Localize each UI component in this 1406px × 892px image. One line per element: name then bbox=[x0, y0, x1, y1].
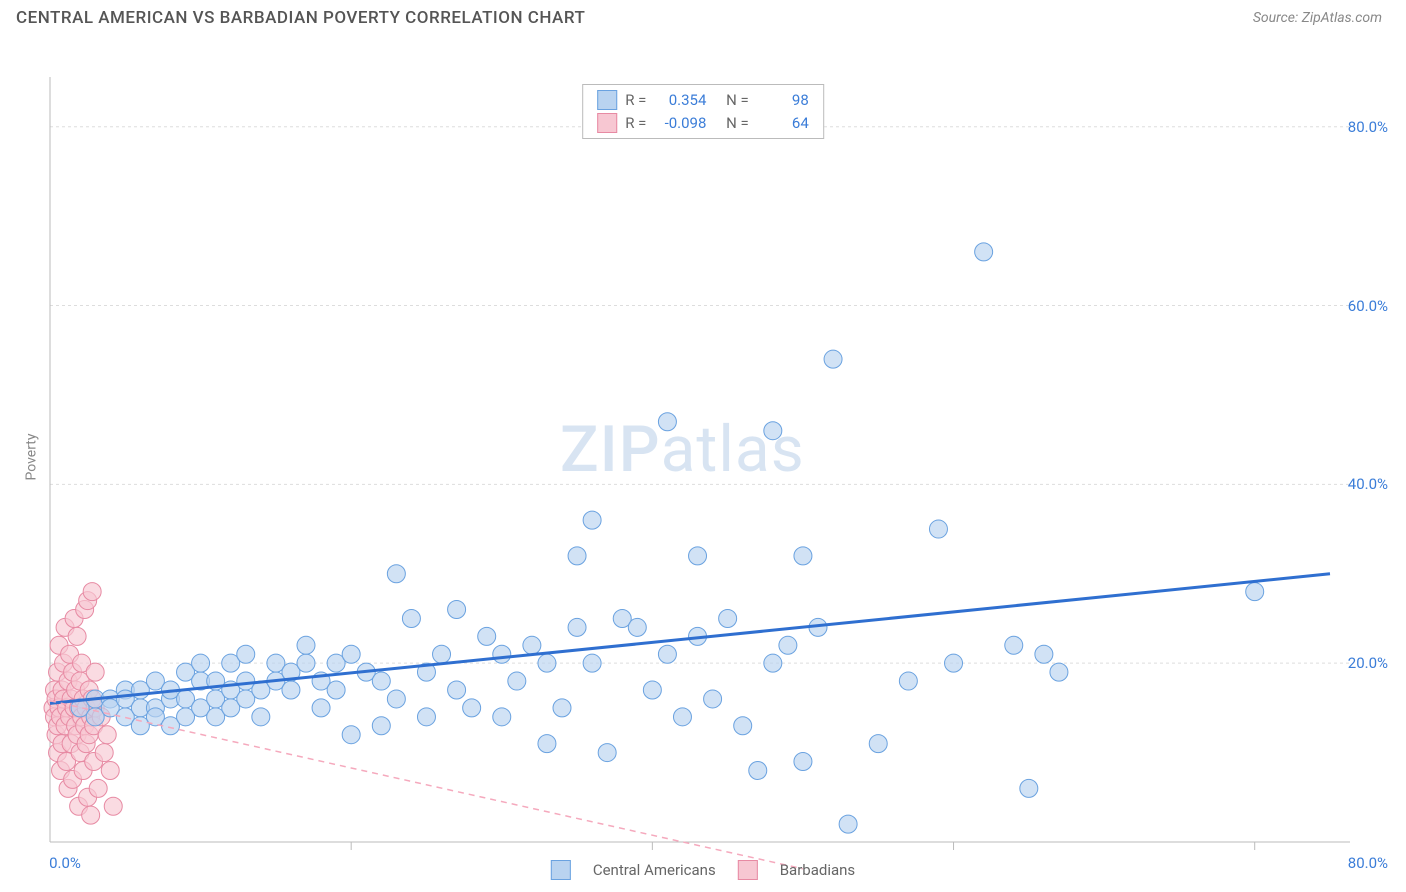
stats-n-label-0: N = bbox=[726, 89, 749, 112]
source-label: Source: bbox=[1253, 10, 1302, 26]
stats-n-value-1: 64 bbox=[757, 112, 809, 135]
y-tick-label: 60.0% bbox=[1348, 297, 1388, 315]
stats-row-1: R = -0.098 N = 64 bbox=[597, 112, 809, 135]
stats-n-label-1: N = bbox=[726, 112, 749, 135]
chart-area: Poverty ZIPatlas R = 0.354 N = 98 R = -0… bbox=[0, 32, 1406, 882]
y-tick-label: 20.0% bbox=[1348, 654, 1388, 672]
legend-swatch-0 bbox=[551, 860, 571, 880]
legend-label-0: Central Americans bbox=[593, 861, 716, 879]
legend-label-1: Barbadians bbox=[780, 861, 855, 879]
stats-legend-box: R = 0.354 N = 98 R = -0.098 N = 64 bbox=[582, 84, 824, 139]
chart-title: CENTRAL AMERICAN VS BARBADIAN POVERTY CO… bbox=[16, 8, 585, 28]
source-attribution: Source: ZipAtlas.com bbox=[1253, 10, 1382, 26]
stats-n-value-0: 98 bbox=[757, 89, 809, 112]
stats-swatch-1 bbox=[597, 113, 617, 133]
legend-bottom: Central Americans Barbadians bbox=[551, 860, 855, 880]
stats-swatch-0 bbox=[597, 90, 617, 110]
x-tick-label: 80.0% bbox=[1348, 854, 1388, 872]
y-tick-label: 80.0% bbox=[1348, 118, 1388, 136]
stats-r-label-1: R = bbox=[625, 112, 646, 135]
source-value: ZipAtlas.com bbox=[1302, 10, 1382, 26]
stats-row-0: R = 0.354 N = 98 bbox=[597, 89, 809, 112]
y-axis-label: Poverty bbox=[24, 433, 40, 480]
stats-r-value-1: -0.098 bbox=[654, 112, 706, 135]
scatter-plot-svg bbox=[0, 32, 1406, 882]
x-tick-label: 0.0% bbox=[49, 854, 81, 872]
stats-r-label-0: R = bbox=[625, 89, 646, 112]
y-tick-label: 40.0% bbox=[1348, 475, 1388, 493]
legend-swatch-1 bbox=[738, 860, 758, 880]
stats-r-value-0: 0.354 bbox=[654, 89, 706, 112]
